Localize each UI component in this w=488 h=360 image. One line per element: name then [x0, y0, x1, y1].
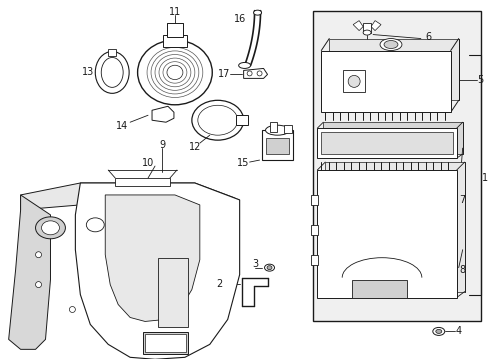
Polygon shape [20, 183, 234, 212]
Ellipse shape [383, 41, 397, 49]
Bar [235, 115, 247, 125]
Text: 3: 3 [252, 259, 258, 269]
Bar [163, 35, 186, 46]
Text: 10: 10 [142, 158, 154, 168]
Bar [145, 334, 185, 352]
Polygon shape [352, 21, 363, 31]
Text: 12: 12 [188, 142, 201, 152]
Ellipse shape [253, 10, 261, 15]
Polygon shape [243, 68, 267, 78]
Polygon shape [323, 122, 462, 154]
Text: 16: 16 [233, 14, 245, 24]
Polygon shape [328, 39, 458, 100]
Ellipse shape [264, 264, 274, 271]
Bar [143, 332, 187, 354]
Ellipse shape [101, 58, 123, 87]
Bar [261, 130, 293, 160]
Text: 9: 9 [159, 140, 165, 150]
Text: 17: 17 [217, 69, 229, 80]
Bar [351, 280, 406, 298]
Bar [108, 49, 116, 57]
Ellipse shape [238, 62, 250, 68]
Polygon shape [321, 50, 450, 112]
Text: 7: 7 [459, 195, 465, 205]
Polygon shape [75, 183, 239, 359]
Bar [284, 125, 292, 133]
Polygon shape [325, 162, 464, 292]
Ellipse shape [69, 306, 75, 312]
Bar [313, 11, 480, 321]
Bar [166, 23, 183, 37]
Ellipse shape [257, 71, 262, 76]
Ellipse shape [363, 30, 370, 35]
Ellipse shape [432, 328, 444, 336]
Ellipse shape [266, 266, 271, 270]
Polygon shape [9, 195, 50, 349]
Polygon shape [152, 106, 174, 122]
Ellipse shape [95, 51, 129, 93]
Polygon shape [105, 195, 200, 321]
Text: 14: 14 [116, 121, 128, 131]
Ellipse shape [41, 221, 60, 235]
Bar [158, 258, 187, 328]
Ellipse shape [137, 40, 212, 105]
Bar [265, 138, 289, 154]
Text: 4: 4 [455, 327, 461, 336]
Bar [321, 132, 452, 154]
Text: 11: 11 [168, 6, 181, 17]
Bar [269, 122, 277, 132]
Ellipse shape [36, 252, 41, 258]
Bar [363, 23, 370, 32]
Polygon shape [317, 170, 456, 298]
Ellipse shape [36, 217, 65, 239]
Text: 8: 8 [459, 265, 465, 275]
Bar [311, 195, 318, 205]
Text: 5: 5 [476, 75, 483, 85]
Text: 2: 2 [216, 279, 223, 289]
Ellipse shape [36, 282, 41, 288]
Text: 6: 6 [425, 32, 431, 41]
Polygon shape [370, 21, 380, 31]
Polygon shape [317, 128, 456, 158]
Text: 13: 13 [82, 67, 94, 77]
Text: 15: 15 [237, 158, 249, 168]
Bar [311, 255, 318, 265]
Ellipse shape [265, 125, 289, 135]
Ellipse shape [246, 71, 252, 76]
Bar [115, 178, 170, 186]
Text: 1: 1 [481, 173, 487, 183]
Bar [311, 225, 318, 235]
Bar [343, 71, 365, 92]
Ellipse shape [347, 75, 359, 87]
Ellipse shape [435, 329, 441, 333]
Ellipse shape [86, 218, 104, 232]
Ellipse shape [379, 39, 401, 50]
